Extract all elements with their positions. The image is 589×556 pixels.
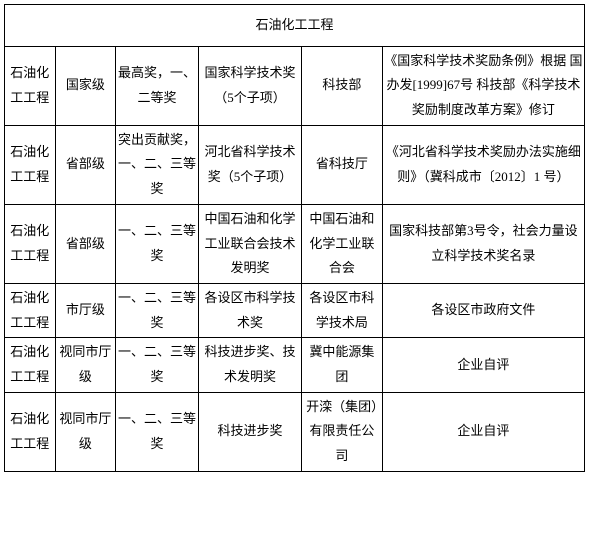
cell-award: 河北省科学技术奖（5个子项） (198, 125, 301, 204)
table-title: 石油化工工程 (5, 5, 585, 47)
table-row: 石油化工工程 国家级 最高奖，一、二等奖 国家科学技术奖（5个子项） 科技部 《… (5, 46, 585, 125)
cell-org: 省科技厅 (302, 125, 383, 204)
cell-level: 视同市厅级 (55, 338, 116, 392)
cell-level: 省部级 (55, 204, 116, 283)
cell-grade: 一、二、三等奖 (116, 392, 199, 471)
cell-category: 石油化工工程 (5, 338, 56, 392)
cell-award: 国家科学技术奖（5个子项） (198, 46, 301, 125)
table-row: 石油化工工程 省部级 突出贡献奖，一、二、三等奖 河北省科学技术奖（5个子项） … (5, 125, 585, 204)
table-row: 石油化工工程 省部级 一、二、三等奖 中国石油和化学工业联合会技术发明奖 中国石… (5, 204, 585, 283)
cell-award: 科技进步奖、技术发明奖 (198, 338, 301, 392)
table-row: 石油化工工程 市厅级 一、二、三等奖 各设区市科学技术奖 各设区市科学技术局 各… (5, 283, 585, 337)
cell-basis: 各设区市政府文件 (382, 283, 584, 337)
cell-basis: 企业自评 (382, 338, 584, 392)
cell-org: 各设区市科学技术局 (302, 283, 383, 337)
table-title-row: 石油化工工程 (5, 5, 585, 47)
cell-category: 石油化工工程 (5, 283, 56, 337)
cell-grade: 一、二、三等奖 (116, 283, 199, 337)
cell-award: 科技进步奖 (198, 392, 301, 471)
cell-level: 市厅级 (55, 283, 116, 337)
awards-table: 石油化工工程 石油化工工程 国家级 最高奖，一、二等奖 国家科学技术奖（5个子项… (4, 4, 585, 472)
cell-org: 开滦（集团）有限责任公司 (302, 392, 383, 471)
cell-category: 石油化工工程 (5, 125, 56, 204)
cell-org: 冀中能源集团 (302, 338, 383, 392)
cell-level: 国家级 (55, 46, 116, 125)
cell-basis: 《河北省科学技术奖励办法实施细则》（冀科成市〔2012〕1 号） (382, 125, 584, 204)
cell-award: 各设区市科学技术奖 (198, 283, 301, 337)
cell-org: 科技部 (302, 46, 383, 125)
cell-category: 石油化工工程 (5, 392, 56, 471)
cell-grade: 一、二、三等奖 (116, 338, 199, 392)
table-row: 石油化工工程 视同市厅级 一、二、三等奖 科技进步奖 开滦（集团）有限责任公司 … (5, 392, 585, 471)
cell-grade: 一、二、三等奖 (116, 204, 199, 283)
cell-basis: 《国家科学技术奖励条例》根据 国办发[1999]67号 科技部《科学技术奖励制度… (382, 46, 584, 125)
cell-category: 石油化工工程 (5, 46, 56, 125)
cell-basis: 企业自评 (382, 392, 584, 471)
cell-org: 中国石油和化学工业联合会 (302, 204, 383, 283)
cell-level: 视同市厅级 (55, 392, 116, 471)
cell-level: 省部级 (55, 125, 116, 204)
cell-category: 石油化工工程 (5, 204, 56, 283)
table-row: 石油化工工程 视同市厅级 一、二、三等奖 科技进步奖、技术发明奖 冀中能源集团 … (5, 338, 585, 392)
cell-award: 中国石油和化学工业联合会技术发明奖 (198, 204, 301, 283)
cell-grade: 突出贡献奖，一、二、三等奖 (116, 125, 199, 204)
cell-grade: 最高奖，一、二等奖 (116, 46, 199, 125)
cell-basis: 国家科技部第3号令，社会力量设立科学技术奖名录 (382, 204, 584, 283)
